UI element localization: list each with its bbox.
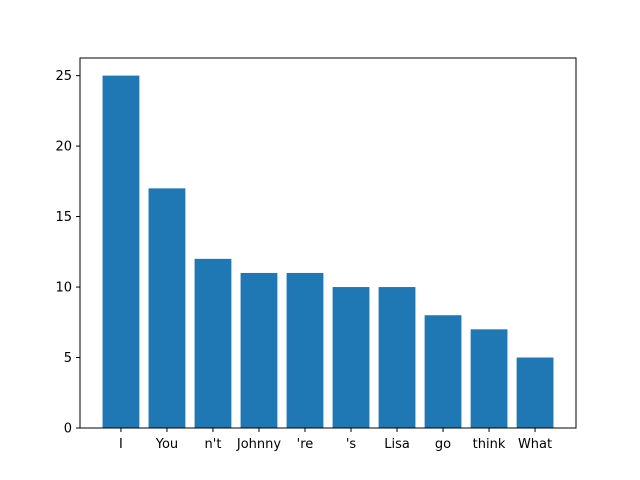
bar-5 xyxy=(332,287,370,428)
x-tick-label-9: What xyxy=(518,437,552,452)
x-tick-label-2: n't xyxy=(205,437,222,452)
plot-frame xyxy=(79,57,577,429)
bar-8 xyxy=(470,329,508,428)
bar-1 xyxy=(148,188,186,428)
bars-layer xyxy=(102,75,554,428)
x-tick-label-7: go xyxy=(435,437,451,452)
y-tick-label-5: 25 xyxy=(55,69,72,84)
x-tick-label-3: Johnny xyxy=(236,437,282,452)
bar-6 xyxy=(378,287,416,428)
bar-0 xyxy=(102,75,140,428)
x-tick-label-0: I xyxy=(119,437,123,452)
x-tick-label-6: Lisa xyxy=(384,437,410,452)
bar-9 xyxy=(516,357,554,428)
x-tick-label-5: 's xyxy=(346,437,357,452)
x-tick-label-1: You xyxy=(155,437,178,452)
x-tick-label-8: think xyxy=(473,437,506,452)
y-tick-label-0: 0 xyxy=(64,422,72,437)
axes-layer: I You n't Johnny 're 's Lisa go think What 0 5 10 15 2… xyxy=(55,57,577,452)
y-tick-label-3: 15 xyxy=(55,210,72,225)
bar-7 xyxy=(424,315,462,428)
y-tick-label-2: 10 xyxy=(55,281,72,296)
bar-4 xyxy=(286,272,324,428)
bar-3 xyxy=(240,272,278,428)
bar-2 xyxy=(194,258,232,428)
x-tick-label-4: 're xyxy=(297,437,314,452)
y-tick-label-4: 20 xyxy=(55,140,72,155)
y-tick-label-1: 5 xyxy=(64,351,72,366)
